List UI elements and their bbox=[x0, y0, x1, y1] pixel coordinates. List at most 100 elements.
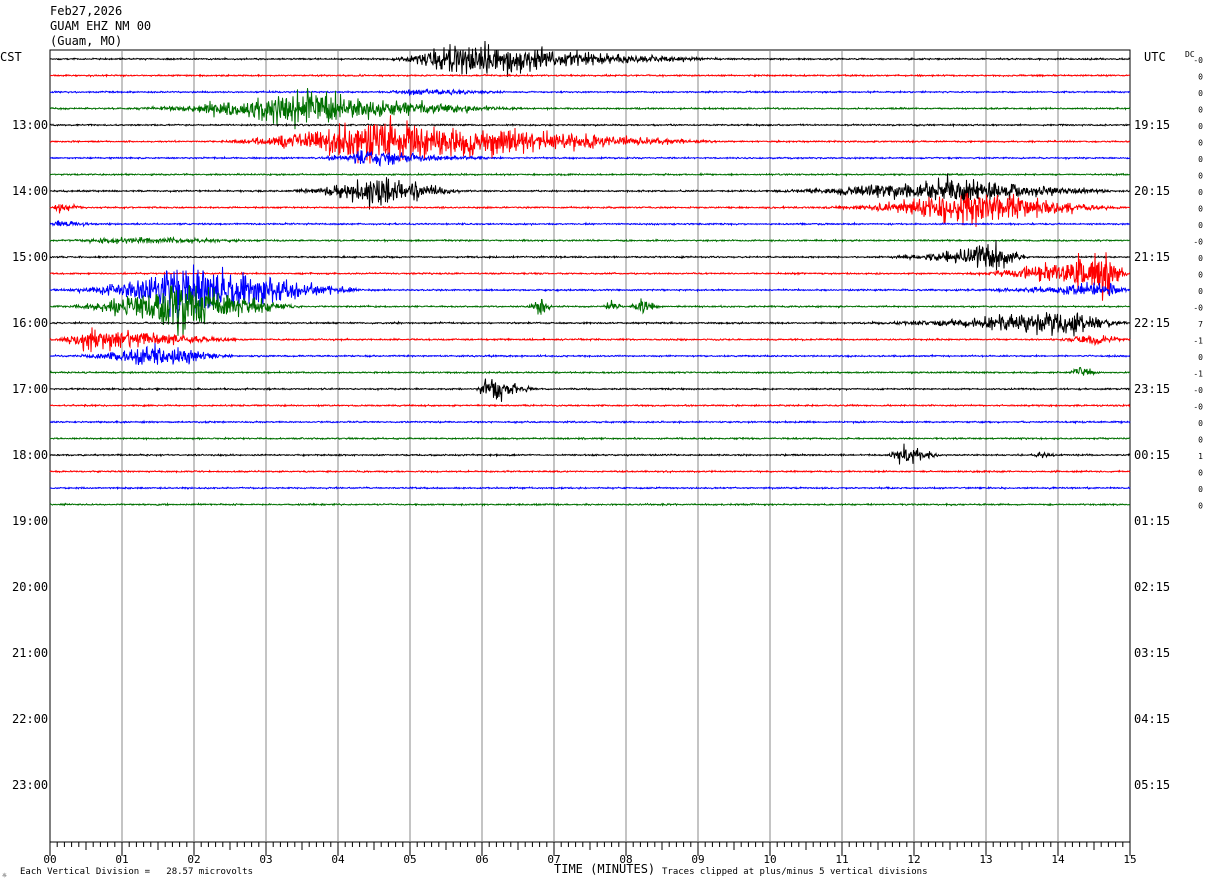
seismogram-trace bbox=[49, 343, 1131, 366]
x-tick-label: 10 bbox=[763, 853, 776, 866]
plot-grid bbox=[49, 49, 1131, 856]
logo-icon: ☼ bbox=[2, 871, 7, 880]
x-tick-label: 08 bbox=[619, 853, 632, 866]
seismogram-trace bbox=[49, 378, 1131, 402]
seismogram-traces bbox=[49, 40, 1131, 508]
dc-offset-value: -0 bbox=[1193, 56, 1203, 65]
division-scale-note: Each Vertical Division = 28.57 microvolt… bbox=[20, 867, 253, 877]
utc-hour-label: 20:15 bbox=[1134, 184, 1170, 198]
x-tick-label: 02 bbox=[187, 853, 200, 866]
seismogram-trace bbox=[49, 88, 1131, 97]
seismogram-trace bbox=[49, 122, 1131, 128]
seismogram-trace bbox=[49, 252, 1131, 301]
utc-hour-label: 01:15 bbox=[1134, 514, 1170, 528]
seismogram-trace bbox=[49, 443, 1131, 465]
x-tick-label: 13 bbox=[979, 853, 992, 866]
seismogram-trace bbox=[49, 171, 1131, 177]
dc-offset-value: -0 bbox=[1193, 238, 1203, 247]
seismogram-trace bbox=[49, 312, 1131, 337]
dc-offset-value: 0 bbox=[1198, 188, 1203, 197]
x-tick-label: 03 bbox=[259, 853, 272, 866]
cst-hour-label: 21:00 bbox=[12, 646, 48, 660]
dc-offset-value: -1 bbox=[1193, 337, 1203, 346]
seismogram-trace bbox=[49, 436, 1131, 441]
seismogram-trace bbox=[50, 403, 1131, 408]
seismogram-trace bbox=[49, 173, 1131, 210]
left-timezone-label: CST bbox=[0, 50, 22, 64]
dc-offset-value: 0 bbox=[1198, 254, 1203, 263]
x-tick-label: 15 bbox=[1123, 853, 1136, 866]
chart-date: Feb27,2026 bbox=[50, 4, 123, 18]
x-tick-label: 11 bbox=[835, 853, 848, 866]
seismogram-trace bbox=[49, 419, 1131, 425]
dc-offset-value: 1 bbox=[1198, 452, 1203, 461]
dc-offset-value: 0 bbox=[1198, 221, 1203, 230]
seismogram-trace bbox=[49, 284, 1130, 339]
x-axis-title: TIME (MINUTES) bbox=[554, 862, 656, 876]
utc-hour-label: 22:15 bbox=[1134, 316, 1170, 330]
dc-offset-value: 0 bbox=[1198, 353, 1203, 362]
x-tick-label: 04 bbox=[331, 853, 345, 866]
dc-offset-value: -0 bbox=[1193, 403, 1203, 412]
seismogram-trace bbox=[49, 235, 1131, 245]
utc-hour-label: 05:15 bbox=[1134, 778, 1170, 792]
x-tick-label: 12 bbox=[907, 853, 920, 866]
seismogram-trace bbox=[49, 115, 1131, 164]
cst-hour-label: 13:00 bbox=[12, 118, 48, 132]
utc-hour-label: 02:15 bbox=[1134, 580, 1170, 594]
station-name: GUAM EHZ NM 00 bbox=[50, 19, 152, 33]
seismogram-trace bbox=[49, 73, 1130, 79]
dc-offset-value: -0 bbox=[1193, 386, 1203, 395]
dc-offset-value: -0 bbox=[1193, 304, 1203, 313]
x-tick-label: 00 bbox=[43, 853, 56, 866]
dc-offset-value: 0 bbox=[1198, 419, 1203, 428]
seismogram-trace bbox=[49, 220, 1131, 228]
cst-hour-label: 19:00 bbox=[12, 514, 48, 528]
seismogram-trace bbox=[49, 192, 1131, 227]
cst-hour-label: 18:00 bbox=[12, 448, 48, 462]
seismogram-trace bbox=[49, 502, 1130, 508]
utc-hour-label: 04:15 bbox=[1134, 712, 1170, 726]
utc-hour-label: 00:15 bbox=[1134, 448, 1170, 462]
x-tick-label: 09 bbox=[691, 853, 704, 866]
utc-hour-label: 03:15 bbox=[1134, 646, 1170, 660]
dc-offset-header: DC bbox=[1185, 50, 1195, 59]
dc-offset-value: 0 bbox=[1198, 73, 1203, 82]
dc-offset-value: 0 bbox=[1198, 287, 1203, 296]
cst-hour-label: 17:00 bbox=[12, 382, 48, 396]
cst-hour-label: 14:00 bbox=[12, 184, 48, 198]
axis-labels: 00 01 02 03 04 05 06 07 08 09 10 11 12 13 14 1513:0014:… bbox=[12, 56, 1203, 866]
clipping-note: Traces clipped at plus/minus 5 vertical … bbox=[662, 867, 928, 877]
seismogram-trace bbox=[49, 150, 1131, 167]
cst-hour-label: 16:00 bbox=[12, 316, 48, 330]
x-tick-label: 01 bbox=[115, 853, 128, 866]
cst-hour-label: 20:00 bbox=[12, 580, 48, 594]
dc-offset-value: 0 bbox=[1198, 89, 1203, 98]
utc-hour-label: 21:15 bbox=[1134, 250, 1170, 264]
cst-hour-label: 23:00 bbox=[12, 778, 48, 792]
dc-offset-value: 0 bbox=[1198, 172, 1203, 181]
dc-offset-value: 0 bbox=[1198, 155, 1203, 164]
seismogram-trace bbox=[49, 327, 1131, 353]
dc-offset-value: 7 bbox=[1198, 320, 1203, 329]
seismogram-trace bbox=[49, 40, 1131, 77]
seismogram-trace bbox=[49, 264, 1131, 319]
dc-offset-value: 0 bbox=[1198, 122, 1203, 131]
dc-offset-value: 0 bbox=[1198, 485, 1203, 494]
dc-offset-value: 0 bbox=[1198, 139, 1203, 148]
seismogram-trace bbox=[49, 239, 1131, 271]
x-tick-label: 06 bbox=[475, 853, 488, 866]
seismogram-trace bbox=[49, 485, 1131, 491]
utc-hour-label: 23:15 bbox=[1134, 382, 1170, 396]
dc-offset-value: 0 bbox=[1198, 271, 1203, 280]
dc-offset-value: 0 bbox=[1198, 502, 1203, 511]
seismogram-trace bbox=[49, 469, 1131, 474]
cst-hour-label: 22:00 bbox=[12, 712, 48, 726]
dc-offset-value: 0 bbox=[1198, 469, 1203, 478]
dc-offset-value: 0 bbox=[1198, 106, 1203, 115]
cst-hour-label: 15:00 bbox=[12, 250, 48, 264]
utc-hour-label: 19:15 bbox=[1134, 118, 1170, 132]
dc-offset-value: 0 bbox=[1198, 205, 1203, 214]
x-tick-label: 05 bbox=[403, 853, 416, 866]
dc-offset-value: 0 bbox=[1198, 436, 1203, 445]
